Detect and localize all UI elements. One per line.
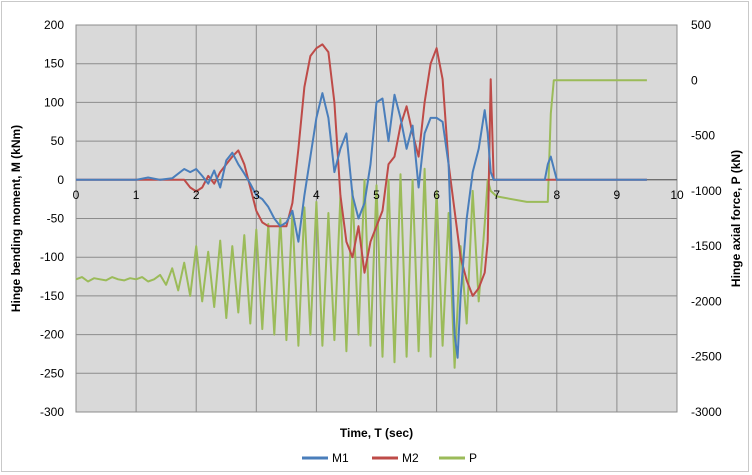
x-tick-label: 2 [193,188,200,202]
x-tick-label: 0 [73,188,80,202]
x-tick-label: 10 [670,188,684,202]
x-axis-label: Time, T (sec) [340,426,413,440]
legend-label-p: P [469,451,477,465]
y2-tick-label: -2500 [691,350,722,364]
legend-label-m1: M1 [332,451,349,465]
y-tick-label: -50 [47,212,65,226]
y-tick-label: -250 [40,366,64,380]
y-tick-label: 0 [57,173,64,187]
x-tick-label: 4 [313,188,320,202]
y2-tick-label: -1500 [691,239,722,253]
y-tick-label: 200 [44,18,64,32]
y2-axis-label: Hinge axial force, P (kN) [729,150,743,287]
y-tick-label: -300 [40,405,64,419]
x-tick-label: 6 [433,188,440,202]
y2-tick-label: -1000 [691,184,722,198]
series-lines [75,43,647,369]
x-tick-label: 1 [133,188,140,202]
y-axis-left: 200 150 100 50 0 -50 -100 -150 -200 -250 -300 [40,18,64,419]
y2-tick-label: 0 [691,73,698,87]
y-axis-right: 500 0 -500 -1000 -1500 -2000 -2500 -3000 [691,18,722,419]
legend-label-m2: M2 [402,451,419,465]
x-tick-label: 9 [614,188,621,202]
x-axis: 0 1 2 3 4 5 6 7 8 9 10 [73,188,684,202]
legend: M1 M2 P [302,451,477,465]
y-tick-label: -100 [40,250,64,264]
series-line-p [75,79,647,369]
y2-tick-label: -500 [691,129,715,143]
y-tick-label: -200 [40,328,64,342]
x-tick-label: 8 [553,188,560,202]
x-tick-label: 5 [373,188,380,202]
y-axis-label: Hinge bending moment, M (kNm) [9,125,23,312]
x-tick-label: 7 [493,188,500,202]
y-tick-label: 50 [51,134,65,148]
y2-tick-label: -2000 [691,294,722,308]
x-tick-label: 3 [253,188,260,202]
y-tick-label: 100 [44,95,64,109]
series-line-m1 [76,92,647,359]
y-tick-label: 150 [44,57,64,71]
y-tick-label: -150 [40,289,64,303]
y2-tick-label: -3000 [691,405,722,419]
y2-tick-label: 500 [691,18,711,32]
